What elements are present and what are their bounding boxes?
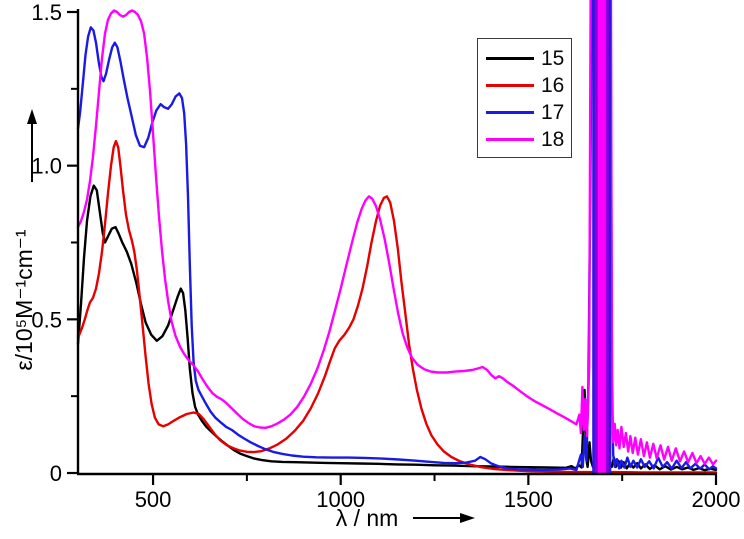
x-tick-label: 1000	[316, 487, 365, 512]
axis-ticks	[67, 10, 718, 485]
legend-label-17: 17	[541, 101, 565, 124]
x-axis-arrow-icon	[413, 513, 475, 523]
x-axis-label: λ / nm	[336, 505, 399, 531]
axis-tick-labels: 0 0.5 1.0 1.5 500 1000 1500 2000	[31, 0, 740, 512]
y-axis-label: ε/10⁵M⁻¹cm⁻¹	[11, 229, 37, 371]
legend-label-18: 18	[541, 128, 565, 151]
curve-18	[76, 0, 718, 466]
legend-line-swatch-15	[486, 57, 534, 60]
curve-16	[76, 139, 718, 474]
y-tick-label: 1.5	[31, 0, 62, 25]
legend-label-16: 16	[541, 74, 565, 97]
axes	[76, 9, 717, 476]
legend-label-15: 15	[541, 47, 565, 70]
legend-entry-17: 17	[486, 99, 564, 126]
x-tick-label: 500	[135, 487, 172, 512]
y-tick-label: 0	[50, 461, 62, 486]
saturation-artifact-layer-2	[597, 0, 606, 473]
legend: 15 16 17 18	[477, 38, 572, 158]
legend-line-swatch-16	[486, 84, 534, 87]
legend-entry-15: 15	[486, 45, 564, 72]
legend-entry-16: 16	[486, 72, 564, 99]
curve-17	[76, 0, 718, 472]
y-tick-label: 0.5	[31, 307, 62, 332]
y-tick-label: 1.0	[31, 154, 62, 179]
x-tick-label: 1500	[504, 487, 553, 512]
spectra-curves	[76, 0, 718, 474]
legend-line-swatch-18	[486, 138, 534, 141]
y-axis-arrow-icon	[27, 109, 37, 182]
saturation-artifact-band	[592, 0, 612, 473]
legend-entry-18: 18	[486, 126, 564, 153]
legend-line-swatch-17	[486, 111, 534, 114]
curve-15	[76, 184, 718, 472]
x-tick-label: 2000	[692, 487, 741, 512]
